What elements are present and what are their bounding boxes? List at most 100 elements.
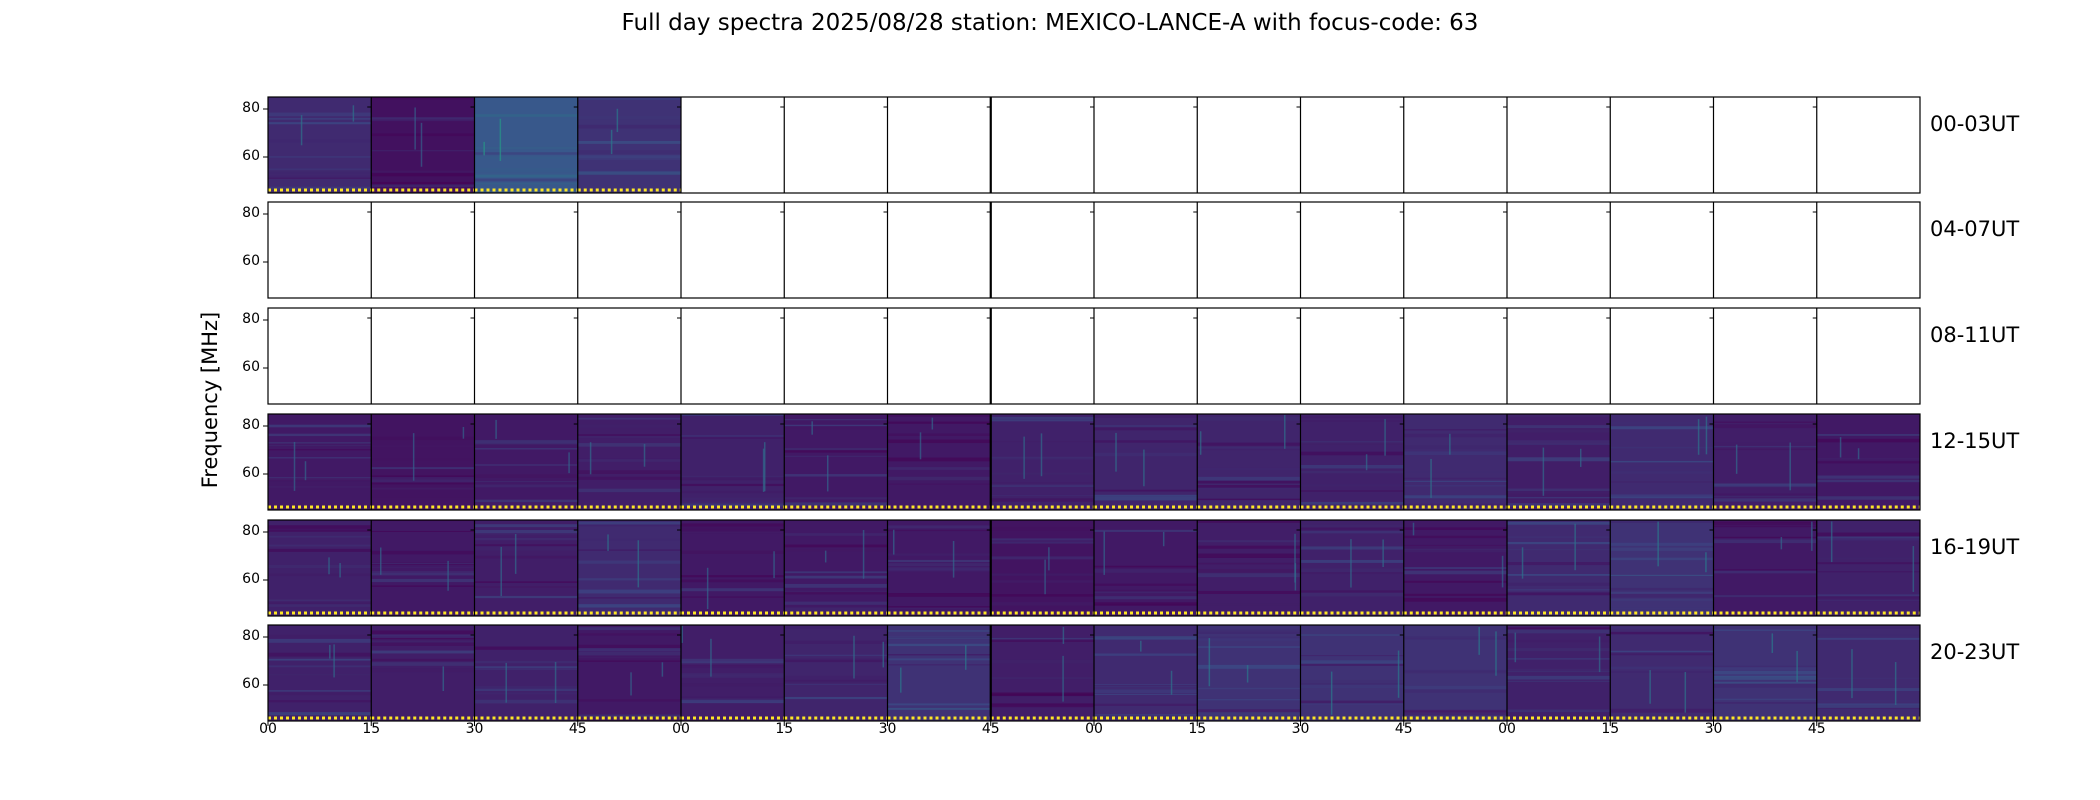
row-label: 08-11UT — [1930, 323, 2020, 347]
freq-streak — [1094, 685, 1198, 687]
burst-mark — [1857, 448, 1860, 460]
burst-mark — [1684, 671, 1687, 713]
freq-streak — [1713, 442, 1817, 445]
freq-streak — [1713, 569, 1817, 571]
burst-mark — [1199, 431, 1202, 455]
burst-mark — [352, 105, 355, 122]
freq-streak — [681, 526, 785, 531]
freq-streak — [1816, 594, 1920, 597]
freq-streak — [1507, 429, 1611, 433]
burst-mark — [495, 419, 497, 439]
freq-streak — [1403, 485, 1507, 487]
freq-streak — [1610, 471, 1714, 474]
freq-streak — [1610, 494, 1714, 499]
freq-streak — [1197, 520, 1301, 523]
freq-streak — [1713, 676, 1817, 680]
burst-mark — [643, 443, 646, 467]
freq-streak — [1507, 675, 1611, 680]
freq-streak — [1507, 536, 1611, 539]
freq-streak — [1507, 627, 1611, 630]
freq-streak — [268, 665, 372, 668]
burst-mark — [304, 461, 307, 481]
row-frame — [267, 307, 1921, 405]
freq-streak — [1713, 594, 1817, 598]
freq-streak — [1094, 452, 1198, 457]
burst-mark — [568, 452, 570, 474]
spectrum-panel — [1816, 520, 1920, 616]
burst-mark — [892, 529, 895, 555]
burst-mark — [1246, 665, 1249, 683]
freq-streak — [887, 658, 991, 661]
burst-mark — [505, 662, 507, 703]
freq-streak — [474, 646, 578, 650]
freq-streak — [1403, 689, 1507, 693]
freq-streak — [1403, 503, 1507, 508]
freq-streak — [990, 659, 1094, 664]
burst-mark — [630, 672, 632, 696]
freq-streak — [784, 419, 888, 421]
freq-streak — [887, 483, 991, 485]
freq-streak — [990, 526, 1094, 531]
freq-streak — [681, 503, 785, 507]
freq-streak — [681, 550, 785, 554]
freq-streak — [1197, 711, 1301, 716]
spectrum-panel — [784, 414, 888, 510]
freq-streak — [1094, 569, 1198, 573]
freq-streak — [1610, 520, 1714, 523]
spectrum-panel — [1507, 520, 1611, 616]
spectrum-panel — [1300, 625, 1404, 721]
freq-streak — [1610, 626, 1714, 629]
freq-streak — [268, 139, 372, 143]
freq-streak — [1610, 671, 1714, 673]
burst-mark — [1208, 638, 1211, 687]
freq-streak — [1094, 440, 1198, 443]
freq-streak — [474, 156, 578, 159]
spectrum-panel — [1507, 414, 1611, 510]
panel-fill — [1300, 520, 1404, 616]
freq-streak — [1507, 658, 1611, 660]
burst-mark — [1350, 539, 1352, 588]
freq-streak — [268, 457, 372, 459]
burst-mark — [554, 661, 557, 704]
burst-mark — [1294, 533, 1296, 583]
burst-mark — [1044, 559, 1046, 595]
freq-streak — [577, 699, 681, 702]
freq-streak — [784, 448, 888, 450]
freq-streak — [1713, 670, 1817, 674]
panel-fill — [371, 97, 475, 193]
burst-mark — [420, 122, 423, 167]
freq-streak — [1300, 465, 1404, 469]
spectrum-panel — [1713, 625, 1817, 721]
freq-streak — [1713, 536, 1817, 538]
freq-streak — [1816, 637, 1920, 640]
freq-streak — [577, 436, 681, 439]
freq-streak — [1713, 702, 1817, 704]
freq-streak — [1300, 663, 1404, 666]
burst-mark — [1735, 444, 1738, 474]
freq-streak — [1403, 597, 1507, 602]
burst-mark — [1894, 662, 1897, 705]
freq-streak — [681, 696, 785, 700]
freq-streak — [268, 602, 372, 604]
freq-streak — [268, 658, 372, 661]
freq-streak — [1507, 639, 1611, 643]
freq-streak — [1300, 451, 1404, 456]
freq-streak — [577, 589, 681, 594]
freq-streak — [1300, 524, 1404, 528]
freq-streak — [1816, 571, 1920, 573]
burst-mark — [1912, 546, 1915, 592]
freq-streak — [1713, 681, 1817, 684]
freq-streak — [1816, 475, 1920, 479]
freq-streak — [990, 538, 1094, 543]
burst-mark — [1697, 419, 1700, 455]
x-tick-label: 45 — [1394, 721, 1413, 737]
panel-fill — [1610, 625, 1714, 721]
freq-streak — [1197, 485, 1301, 488]
freq-streak — [371, 562, 475, 565]
freq-streak — [577, 657, 681, 661]
freq-streak — [990, 594, 1094, 597]
freq-streak — [1507, 709, 1611, 713]
freq-streak — [1610, 496, 1714, 499]
burst-mark — [333, 644, 335, 678]
freq-streak — [268, 604, 372, 607]
